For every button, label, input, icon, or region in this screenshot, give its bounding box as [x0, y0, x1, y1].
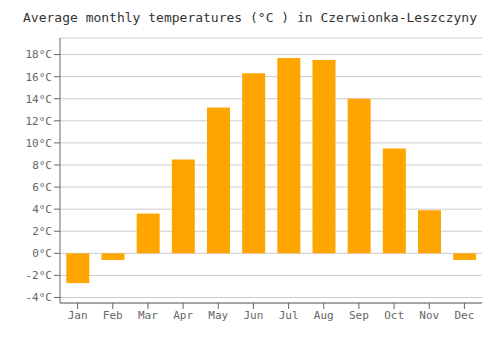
svg-text:Apr: Apr: [173, 309, 193, 322]
svg-text:Sep: Sep: [349, 309, 369, 322]
svg-text:Mar: Mar: [138, 309, 158, 322]
svg-text:18°C: 18°C: [26, 48, 53, 61]
svg-text:12°C: 12°C: [26, 115, 53, 128]
svg-text:Oct: Oct: [384, 309, 404, 322]
svg-text:6°C: 6°C: [32, 181, 52, 194]
svg-text:-4°C: -4°C: [26, 291, 53, 304]
svg-text:Aug: Aug: [314, 309, 334, 322]
svg-text:Jul: Jul: [279, 309, 299, 322]
svg-text:10°C: 10°C: [26, 137, 53, 150]
svg-text:4°C: 4°C: [32, 203, 52, 216]
html-text:Average monthly temperatures (: Average monthly temperatures (°C ) in Cz…: [23, 10, 477, 25]
svg-text:Jun: Jun: [243, 309, 263, 322]
svg-text:Jan: Jan: [68, 309, 88, 322]
svg-text:May: May: [208, 309, 228, 322]
svg-text:-2°C: -2°C: [26, 269, 53, 282]
svg-text:16°C: 16°C: [26, 71, 53, 84]
svg-text:Dec: Dec: [454, 309, 474, 322]
svg-text:2°C: 2°C: [32, 225, 52, 238]
svg-text:Feb: Feb: [103, 309, 123, 322]
svg-text:0°C: 0°C: [32, 247, 52, 260]
svg-text:14°C: 14°C: [26, 93, 53, 106]
svg-text:8°C: 8°C: [32, 159, 52, 172]
svg-text:Nov: Nov: [419, 309, 439, 322]
